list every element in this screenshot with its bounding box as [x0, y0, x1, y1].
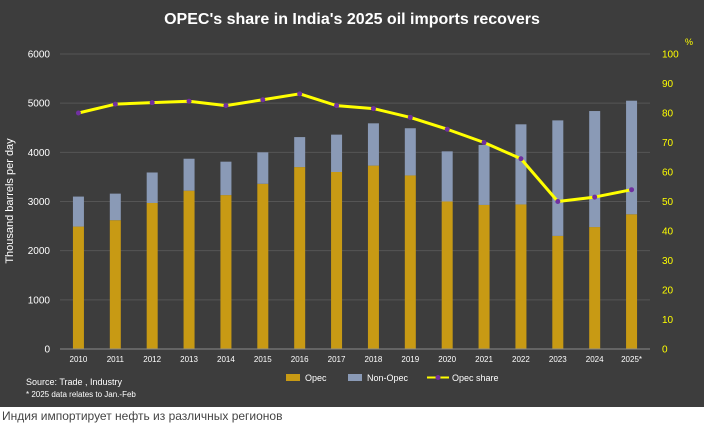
legend-swatch-non-opec	[348, 374, 362, 381]
opec-share-point	[370, 106, 376, 112]
x-tick-label: 2014	[217, 355, 235, 364]
bar-non-opec	[478, 144, 490, 205]
bar-opec	[589, 227, 601, 349]
y2-tick-label: 30	[662, 256, 674, 267]
bar-opec	[367, 165, 379, 349]
opec-share-point	[444, 126, 450, 132]
x-tick-label: 2025*	[621, 355, 642, 364]
bar-non-opec	[220, 161, 232, 196]
y2-tick-label: 50	[662, 197, 674, 208]
bar-opec	[220, 195, 232, 349]
x-tick-label: 2022	[512, 355, 530, 364]
y2-tick-label: 80	[662, 109, 674, 120]
y-tick-label: 1000	[28, 295, 51, 306]
opec-share-point	[555, 199, 561, 204]
x-tick-label: 2018	[365, 355, 383, 364]
bar-opec	[109, 220, 121, 349]
bar-opec	[441, 201, 453, 349]
legend-label-non-opec: Non-Opec	[367, 373, 409, 383]
legend-marker-opec-share	[435, 375, 441, 380]
x-tick-label: 2019	[401, 355, 419, 364]
opec-share-point	[518, 156, 524, 162]
y-axis-label: Thousand barrels per day	[4, 138, 16, 264]
opec-share-point	[592, 194, 598, 200]
opec-share-point	[481, 140, 487, 145]
x-tick-label: 2017	[328, 355, 346, 364]
bar-non-opec	[515, 124, 527, 205]
bar-non-opec	[441, 151, 453, 202]
bar-opec	[515, 204, 527, 349]
y-tick-label: 6000	[28, 50, 51, 61]
bar-opec	[294, 167, 306, 349]
x-tick-label: 2023	[549, 355, 567, 364]
bar-non-opec	[331, 134, 343, 172]
y-tick-label: 0	[44, 345, 50, 356]
x-tick-label: 2024	[586, 355, 604, 364]
y2-tick-label: 10	[662, 315, 674, 326]
bar-non-opec	[109, 193, 121, 221]
legend: Opec Non-Opec Opec share	[286, 373, 499, 383]
y-tick-label: 2000	[28, 246, 51, 257]
opec-share-point	[260, 97, 266, 103]
image-caption: Индия импортирует нефть из различных рег…	[2, 409, 283, 423]
y2-tick-label: 20	[662, 286, 674, 297]
bar-non-opec	[294, 137, 306, 168]
opec-share-point	[112, 101, 118, 107]
bar-non-opec	[72, 196, 84, 227]
y2-tick-label: 0	[662, 345, 668, 356]
right-axis-unit: %	[685, 37, 693, 47]
chart-title: OPEC's share in India's 2025 oil imports…	[164, 11, 540, 28]
opec-share-point	[629, 187, 635, 193]
opec-share-point	[297, 91, 303, 97]
bar-opec	[72, 226, 84, 349]
bar-non-opec	[146, 172, 158, 203]
opec-share-point	[75, 110, 81, 116]
bar-opec	[404, 175, 416, 349]
opec-share-point	[223, 103, 229, 109]
y2-tick-label: 90	[662, 79, 674, 90]
footnote: * 2025 data relates to Jan.-Feb	[26, 390, 136, 399]
legend-swatch-opec	[286, 374, 300, 381]
bar-non-opec	[367, 123, 379, 166]
bar-non-opec	[589, 111, 601, 228]
opec-share-line	[78, 92, 632, 203]
y2-tick-label: 100	[662, 50, 679, 61]
bar-non-opec	[404, 128, 416, 176]
bar-opec	[146, 202, 158, 349]
bar-non-opec	[183, 158, 195, 191]
y2-tick-label: 60	[662, 168, 674, 179]
legend-label-opec: Opec	[305, 373, 327, 383]
bar-opec	[331, 172, 343, 349]
x-tick-label: 2015	[254, 355, 272, 364]
bar-opec	[183, 190, 195, 349]
bar-opec	[552, 235, 564, 349]
x-tick-label: 2020	[438, 355, 456, 364]
y2-tick-label: 40	[662, 227, 674, 238]
bar-non-opec	[626, 100, 638, 215]
bar-opec	[478, 204, 490, 349]
chart-panel: OPEC's share in India's 2025 oil imports…	[0, 0, 704, 407]
source-note: Source: Trade , Industry	[26, 377, 123, 387]
y-tick-label: 3000	[28, 197, 51, 208]
y-tick-label: 5000	[28, 99, 51, 110]
legend-label-opec-share: Opec share	[452, 373, 499, 383]
x-tick-label: 2012	[143, 355, 161, 364]
x-tick-label: 2011	[107, 355, 125, 364]
chart: OPEC's share in India's 2025 oil imports…	[4, 11, 693, 399]
y-tick-label: 4000	[28, 148, 51, 159]
x-tick-label: 2013	[180, 355, 198, 364]
bar-non-opec	[552, 120, 564, 236]
x-tick-label: 2021	[475, 355, 493, 364]
y2-tick-label: 70	[662, 138, 674, 149]
bar-non-opec	[257, 152, 269, 184]
opec-share-point	[149, 100, 155, 106]
bar-opec	[626, 214, 638, 349]
opec-share-point	[186, 98, 192, 104]
x-tick-label: 2010	[70, 355, 88, 364]
opec-share-point	[334, 103, 340, 109]
bar-opec	[257, 183, 269, 349]
opec-share-point	[407, 114, 413, 120]
x-tick-label: 2016	[291, 355, 309, 364]
